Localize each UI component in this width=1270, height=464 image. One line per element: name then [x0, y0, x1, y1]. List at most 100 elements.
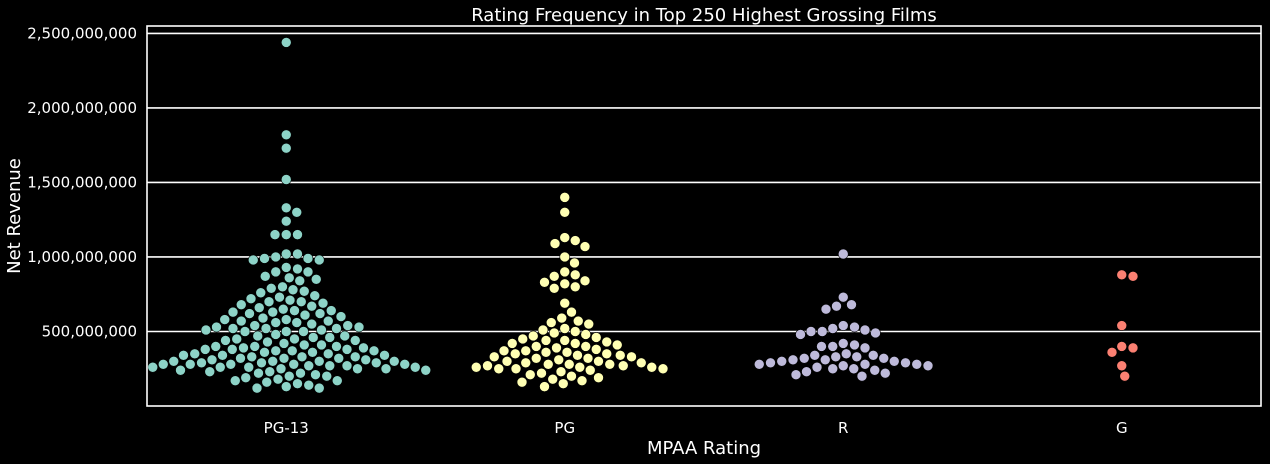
data-point-pg13 — [325, 305, 337, 316]
data-point-pg13 — [280, 326, 292, 337]
data-point-pg — [559, 335, 571, 346]
data-point-pg — [559, 297, 571, 309]
data-point-pg13 — [227, 323, 239, 334]
data-point-pg — [530, 341, 542, 352]
plot-frame — [146, 25, 1262, 407]
data-point-pg — [559, 251, 571, 263]
data-point-pg — [556, 312, 568, 324]
data-point-pg13 — [280, 381, 292, 392]
data-point-pg13 — [231, 333, 243, 345]
data-point-r — [827, 341, 839, 352]
data-point-pg — [540, 347, 552, 358]
data-point-r — [827, 323, 839, 334]
data-points — [147, 37, 1139, 394]
data-point-pg — [501, 355, 513, 367]
data-point-r — [888, 355, 900, 367]
data-point-pg — [553, 354, 565, 366]
data-point-pg13 — [260, 323, 272, 334]
data-point-pg13 — [280, 262, 292, 273]
data-point-pg — [559, 192, 571, 203]
data-point-pg — [542, 358, 554, 370]
data-point-pg13 — [239, 326, 251, 337]
data-point-pg — [493, 363, 505, 375]
data-point-r — [837, 360, 849, 372]
data-point-pg13 — [235, 299, 247, 310]
data-point-pg13 — [352, 363, 363, 375]
data-point-pg13 — [280, 229, 292, 240]
data-point-pg — [516, 376, 528, 388]
data-point-pg13 — [280, 215, 292, 227]
data-point-pg13 — [306, 300, 318, 312]
data-point-pg13 — [289, 305, 300, 316]
data-point-pg — [635, 357, 647, 369]
data-point-pg — [498, 345, 510, 357]
data-point-pg — [572, 350, 583, 361]
data-point-pg13 — [263, 296, 275, 307]
data-point-pg13 — [409, 361, 421, 373]
data-point-r — [816, 326, 828, 337]
data-point-pg13 — [264, 366, 276, 378]
data-point-pg13 — [249, 320, 261, 331]
data-point-r — [820, 303, 832, 315]
y-tick-label: 1,500,000,000 — [27, 173, 137, 191]
data-point-pg13 — [259, 271, 271, 282]
data-point-pg — [520, 357, 532, 369]
x-tick-label: PG-13 — [264, 419, 309, 437]
data-point-pg — [601, 348, 613, 360]
data-point-pg13 — [342, 320, 354, 331]
data-point-pg13 — [349, 351, 361, 363]
data-point-pg — [626, 351, 637, 363]
data-point-pg — [646, 361, 658, 373]
data-point-pg13 — [287, 284, 299, 296]
data-point-pg — [557, 378, 569, 389]
data-point-r — [811, 361, 823, 373]
data-point-pg13 — [261, 376, 273, 388]
data-point-r — [753, 358, 765, 370]
data-point-pg13 — [226, 344, 238, 355]
data-point-pg13 — [331, 323, 342, 334]
data-point-pg13 — [280, 37, 292, 48]
data-point-pg13 — [316, 339, 327, 351]
data-point-pg — [539, 381, 550, 392]
data-point-pg13 — [267, 306, 279, 318]
data-point-pg — [559, 232, 571, 243]
data-point-pg — [657, 363, 669, 375]
data-point-pg13 — [307, 347, 318, 358]
data-point-pg13 — [388, 355, 400, 367]
data-point-pg — [566, 306, 577, 318]
data-point-r — [837, 338, 849, 349]
data-point-pg — [582, 353, 594, 364]
data-point-pg13 — [283, 272, 295, 284]
data-point-pg13 — [147, 361, 159, 373]
data-point-pg — [569, 269, 581, 281]
data-point-pg13 — [280, 129, 292, 141]
data-point-pg — [527, 330, 539, 342]
data-point-g — [1116, 320, 1128, 331]
data-point-r — [827, 363, 839, 375]
data-point-pg13 — [313, 254, 325, 266]
data-point-pg13 — [339, 330, 351, 342]
data-point-pg — [540, 335, 552, 346]
data-point-pg13 — [157, 358, 169, 370]
data-point-pg13 — [229, 375, 241, 386]
data-point-pg — [579, 241, 591, 252]
data-point-pg — [555, 366, 567, 378]
data-point-pg13 — [211, 321, 222, 333]
data-point-pg13 — [370, 357, 382, 369]
x-axis-ticks: PG-13 PG R G — [264, 419, 1128, 437]
data-point-pg13 — [253, 367, 264, 379]
data-point-pg13 — [277, 281, 288, 293]
data-point-r — [840, 348, 852, 360]
data-point-pg13 — [316, 324, 327, 336]
data-point-pg — [510, 363, 522, 375]
data-point-pg13 — [292, 248, 303, 260]
data-point-pg13 — [272, 373, 284, 385]
data-point-r — [798, 353, 810, 364]
data-point-pg13 — [299, 309, 311, 321]
data-point-pg13 — [251, 382, 263, 394]
data-point-r — [900, 357, 911, 369]
data-point-pg — [517, 333, 529, 345]
data-point-r — [809, 350, 821, 361]
x-tick-label: PG — [554, 419, 575, 437]
